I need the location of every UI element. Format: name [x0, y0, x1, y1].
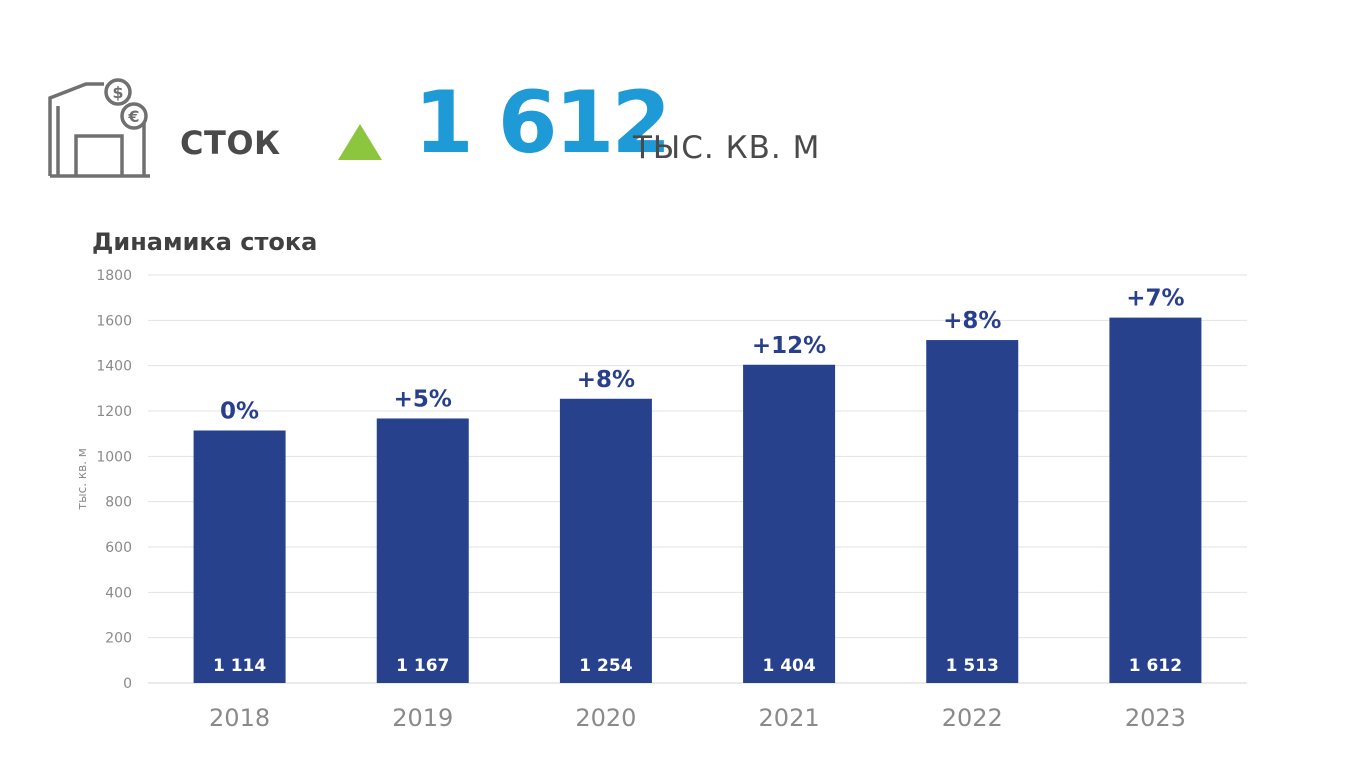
bar-value-label: 1 612 [1129, 656, 1182, 676]
bar-value-label: 1 513 [946, 656, 999, 676]
x-tick-label: 2023 [1125, 704, 1186, 732]
y-tick-label: 1200 [96, 404, 132, 420]
svg-text:$: $ [112, 83, 123, 102]
bar [376, 418, 469, 683]
bar-value-label: 1 167 [396, 656, 449, 676]
y-tick-label: 1000 [96, 449, 132, 465]
bar [193, 430, 286, 683]
x-tick-label: 2018 [209, 704, 270, 732]
bar-value-label: 1 114 [213, 656, 266, 676]
y-tick-label: 400 [105, 585, 132, 601]
x-tick-label: 2022 [942, 704, 1003, 732]
y-axis-label: тыс. кв. м [75, 448, 89, 510]
growth-label: +8% [943, 308, 1001, 334]
x-tick-label: 2020 [575, 704, 636, 732]
y-tick-label: 0 [123, 676, 132, 692]
x-tick-label: 2021 [759, 704, 820, 732]
stock-value: 1 612 [414, 73, 671, 173]
y-tick-label: 1400 [96, 359, 132, 375]
bar-value-label: 1 404 [762, 656, 815, 676]
bar [1109, 317, 1202, 683]
growth-label: +5% [394, 386, 452, 412]
stock-label: СТОК [180, 124, 281, 162]
chart-title: Динамика стока [92, 228, 318, 256]
trend-up-arrow-icon [338, 124, 382, 160]
growth-label: +8% [577, 367, 635, 393]
growth-label: 0% [220, 398, 259, 424]
bar [926, 340, 1019, 683]
bar [743, 364, 836, 683]
y-tick-label: 600 [105, 540, 132, 556]
growth-label: +12% [752, 333, 826, 359]
warehouse-currency-icon: $ € [48, 78, 150, 178]
bar-value-label: 1 254 [579, 656, 632, 676]
svg-text:€: € [127, 107, 139, 126]
growth-label: +7% [1126, 286, 1184, 312]
stock-unit: ТЫС. КВ. М [633, 130, 821, 166]
y-tick-label: 1800 [96, 268, 132, 284]
bar [559, 398, 652, 683]
y-tick-label: 800 [105, 495, 132, 511]
y-tick-label: 200 [105, 631, 132, 647]
x-tick-label: 2019 [392, 704, 453, 732]
y-tick-label: 1600 [96, 313, 132, 329]
